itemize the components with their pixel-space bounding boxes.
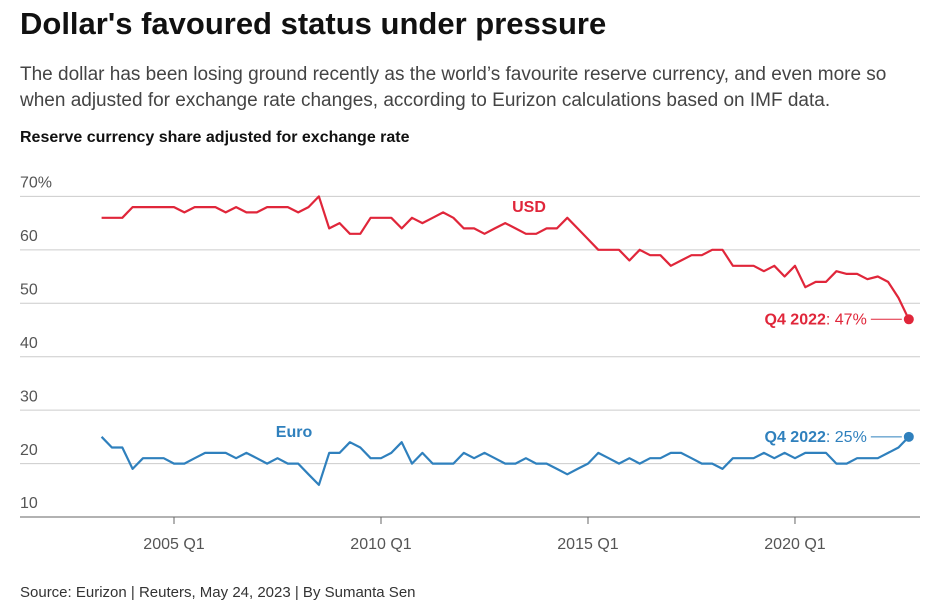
source: Source: Eurizon | Reuters, May 24, 2023 … bbox=[20, 584, 416, 601]
y-tick-label: 40 bbox=[20, 335, 38, 352]
end-label-value: : 25% bbox=[826, 429, 867, 446]
end-point bbox=[903, 431, 914, 442]
x-tick-label: 2015 Q1 bbox=[557, 536, 618, 553]
y-tick-label: 50 bbox=[20, 281, 38, 298]
x-tick-label: 2005 Q1 bbox=[143, 536, 204, 553]
y-tick-label: 70% bbox=[20, 175, 52, 192]
end-label-period: Q4 2022 bbox=[765, 429, 826, 446]
end-label: Q4 2022: 47% bbox=[765, 312, 867, 329]
y-tick-label: 30 bbox=[20, 388, 38, 405]
chart-title: Reserve currency share adjusted for exch… bbox=[20, 129, 410, 146]
x-tick-label: 2020 Q1 bbox=[764, 536, 825, 553]
y-tick-label: 60 bbox=[20, 228, 38, 245]
subtitle: The dollar has been losing ground recent… bbox=[20, 64, 887, 111]
x-tick-label: 2010 Q1 bbox=[350, 536, 411, 553]
series-line bbox=[101, 195, 910, 320]
end-label-value: : 47% bbox=[826, 312, 867, 329]
y-tick-label: 10 bbox=[20, 495, 38, 512]
end-label-period: Q4 2022 bbox=[765, 312, 826, 329]
y-tick-label: 20 bbox=[20, 442, 38, 459]
end-label: Q4 2022: 25% bbox=[765, 429, 867, 446]
end-point bbox=[903, 314, 914, 325]
series-line bbox=[100, 436, 910, 486]
series-label: Euro bbox=[276, 424, 313, 441]
title: Dollar's favoured status under pressure bbox=[20, 6, 607, 41]
series-label: USD bbox=[512, 199, 546, 216]
